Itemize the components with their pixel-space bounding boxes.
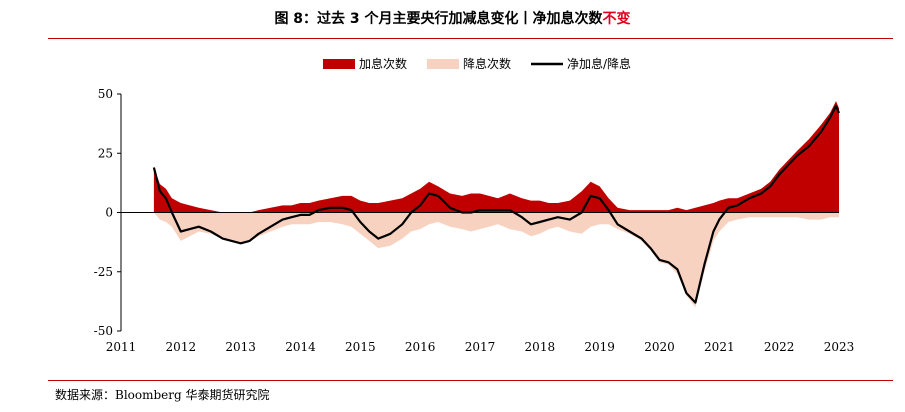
figure-title: 图 8：过去 3 个月主要央行加减息变化丨净加息次数不变	[0, 8, 905, 28]
legend-net-label: 净加息/降息	[567, 56, 631, 71]
legend-hike-label: 加息次数	[359, 56, 407, 71]
x-tick-label: 2016	[405, 340, 436, 354]
x-tick-label: 2011	[106, 340, 137, 354]
legend-hike-swatch	[323, 59, 355, 69]
x-tick-label: 2015	[345, 340, 376, 354]
figure-title-main: 图 8：过去 3 个月主要央行加减息变化丨净加息次数	[274, 11, 603, 27]
x-tick-label: 2020	[644, 340, 675, 354]
x-tick-label: 2021	[704, 340, 735, 354]
x-tick-label: 2013	[225, 340, 256, 354]
x-tick-label: 2014	[285, 340, 316, 354]
plot-area	[152, 101, 841, 308]
legend-cut-label: 降息次数	[463, 56, 511, 71]
series-cut-area	[153, 212, 839, 308]
y-tick-label: 25	[98, 146, 113, 160]
legend-cut: 降息次数	[427, 56, 511, 71]
chart: 加息次数 降息次数 净加息/降息 50 25 0 -25 -50 2011 2012 2013 20…	[94, 56, 855, 354]
figure-title-accent: 不变	[602, 11, 631, 27]
legend-hike: 加息次数	[323, 56, 407, 71]
x-tick-label: 2023	[824, 340, 855, 354]
source-note: 数据来源：Bloomberg 华泰期货研究院	[55, 388, 270, 402]
top-divider	[48, 38, 893, 39]
y-tick-label: 0	[105, 206, 113, 220]
bottom-divider	[48, 380, 893, 381]
y-tick-label: -25	[94, 265, 113, 279]
x-tick-label: 2012	[166, 340, 197, 354]
axes: 50 25 0 -25 -50 2011 2012 2013 2014 2015 2016 2017 2…	[94, 87, 855, 354]
legend-cut-swatch	[427, 59, 459, 69]
legend: 加息次数 降息次数 净加息/降息	[323, 56, 631, 71]
x-tick-label: 2019	[584, 340, 615, 354]
y-tick-label: 50	[98, 87, 113, 101]
x-tick-label: 2017	[465, 340, 496, 354]
legend-net: 净加息/降息	[531, 56, 631, 71]
series-net-line	[152, 104, 841, 304]
series-hike-area	[153, 101, 839, 213]
x-tick-label: 2018	[525, 340, 556, 354]
x-tick-label: 2022	[764, 340, 795, 354]
y-tick-label: -50	[94, 324, 113, 338]
